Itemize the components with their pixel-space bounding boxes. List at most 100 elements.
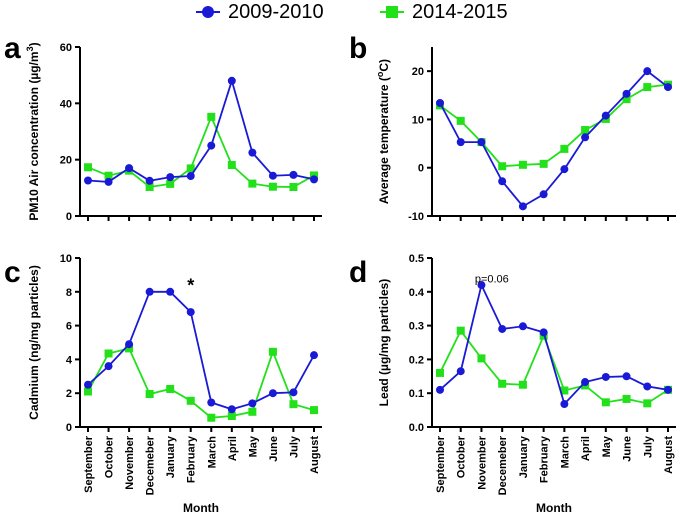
x-tick-label: April	[580, 436, 592, 461]
data-point-2014-2015	[289, 400, 298, 409]
y-tick-label: 0	[66, 422, 72, 434]
data-point-2009-2010	[436, 385, 444, 394]
data-point-2009-2010	[581, 133, 590, 142]
y-tick-label: 0.3	[409, 321, 424, 333]
x-tick-label: October	[104, 435, 116, 478]
data-point-2009-2010	[560, 400, 569, 409]
data-point-2009-2010	[518, 202, 527, 211]
data-point-2009-2010	[310, 351, 318, 360]
data-point-2014-2015	[248, 407, 257, 416]
x-tick-label: February	[186, 435, 198, 483]
data-point-2009-2010	[498, 324, 507, 333]
data-point-2009-2010	[186, 308, 195, 317]
data-point-2014-2015	[186, 396, 195, 405]
significance-marker: *	[187, 276, 194, 296]
y-tick-label: 0	[418, 163, 424, 175]
legend-item-2009-2010: 2009-2010	[196, 0, 324, 24]
data-point-2009-2010	[601, 372, 610, 381]
data-point-2014-2015	[643, 399, 652, 408]
data-point-2014-2015	[125, 344, 134, 353]
data-point-2014-2015	[145, 390, 154, 399]
x-tick-label: July	[642, 435, 654, 458]
y-tick-label: 0.2	[409, 354, 424, 366]
p-value-annotation: p=0.06	[475, 273, 509, 285]
data-point-2014-2015	[643, 83, 652, 92]
data-point-2014-2015	[310, 406, 318, 415]
chart-panel-d: d 0.0 0.1 0.2 0.3 0.4 0.5 September October Novem…	[349, 253, 676, 515]
x-tick-label: May	[247, 435, 259, 457]
data-point-2014-2015	[84, 163, 92, 172]
data-point-2014-2015	[436, 368, 444, 377]
data-point-2009-2010	[248, 399, 257, 408]
y-tick-label: -10	[408, 211, 424, 223]
data-point-2014-2015	[622, 394, 631, 403]
data-point-2014-2015	[145, 182, 154, 191]
x-tick-label: August	[309, 436, 321, 474]
data-point-2009-2010	[310, 175, 318, 184]
data-point-2014-2015	[560, 144, 569, 153]
data-point-2014-2015	[539, 159, 548, 168]
y-tick-label: 10	[412, 114, 424, 126]
y-tick-label: 2	[66, 388, 72, 400]
data-point-2009-2010	[104, 177, 113, 186]
x-tick-label: March	[559, 436, 571, 469]
data-point-2014-2015	[498, 162, 507, 171]
data-point-2009-2010	[539, 190, 548, 199]
data-point-2009-2010	[104, 362, 113, 371]
data-point-2009-2010	[643, 67, 652, 76]
data-point-2014-2015	[622, 95, 631, 104]
data-point-2009-2010	[125, 164, 134, 173]
x-tick-label: July	[288, 435, 300, 458]
chart-panel-b: b -10 0 10 20 Average temperature (oC)	[349, 32, 676, 223]
data-point-2009-2010	[498, 177, 507, 186]
data-point-2014-2015	[227, 412, 236, 421]
legend-marker-square	[386, 6, 398, 18]
y-tick-label: 0.0	[409, 422, 424, 434]
legend-label-2009-2010: 2009-2010	[228, 0, 324, 23]
x-tick-label: February	[539, 435, 551, 483]
x-tick-label: June	[268, 436, 280, 462]
panel-letter: c	[4, 256, 21, 289]
data-point-2009-2010	[560, 165, 569, 174]
y-tick-label: 0.4	[409, 287, 425, 299]
x-tick-label: June	[622, 436, 634, 462]
data-point-2014-2015	[248, 179, 257, 188]
data-point-2014-2015	[498, 379, 507, 388]
data-point-2014-2015	[289, 182, 298, 191]
x-tick-label: August	[663, 436, 675, 474]
data-point-2009-2010	[207, 398, 216, 407]
data-point-2009-2010	[456, 138, 465, 147]
panel-letter: a	[4, 32, 21, 65]
y-tick-label: 40	[60, 98, 72, 110]
y-tick-label: 4	[66, 354, 73, 366]
x-tick-label: May	[601, 435, 613, 457]
data-point-2014-2015	[166, 384, 175, 393]
y-axis-label: Average temperature (oC)	[375, 59, 391, 204]
series-line-2009-2010	[439, 69, 669, 208]
legend-item-2014-2015: 2014-2015	[380, 0, 508, 24]
x-axis-label: Month	[183, 501, 219, 515]
x-tick-label: November	[476, 435, 488, 490]
data-point-2009-2010	[186, 172, 195, 181]
y-axis-label: PM10 Air concentration (µg/m3)	[25, 42, 41, 220]
data-point-2009-2010	[227, 405, 236, 414]
data-point-2014-2015	[186, 164, 195, 173]
series-line-2009-2010	[87, 77, 315, 183]
data-point-2009-2010	[84, 176, 92, 185]
x-tick-label: April	[227, 436, 239, 461]
data-point-2014-2015	[518, 380, 527, 389]
legend-line-2014-2015	[380, 6, 404, 18]
series-line-2014-2015	[439, 83, 669, 168]
data-point-2009-2010	[289, 170, 298, 179]
data-point-2009-2010	[477, 138, 486, 147]
x-tick-label: Decemeber	[497, 435, 509, 495]
data-point-2009-2010	[227, 76, 236, 85]
data-point-2009-2010	[268, 389, 277, 398]
data-point-2009-2010	[289, 388, 298, 397]
x-tick-label: March	[206, 436, 218, 469]
y-tick-label: 10	[60, 253, 72, 265]
data-point-2014-2015	[268, 347, 277, 356]
series-line-2014-2015	[87, 114, 315, 188]
data-point-2009-2010	[207, 141, 216, 150]
